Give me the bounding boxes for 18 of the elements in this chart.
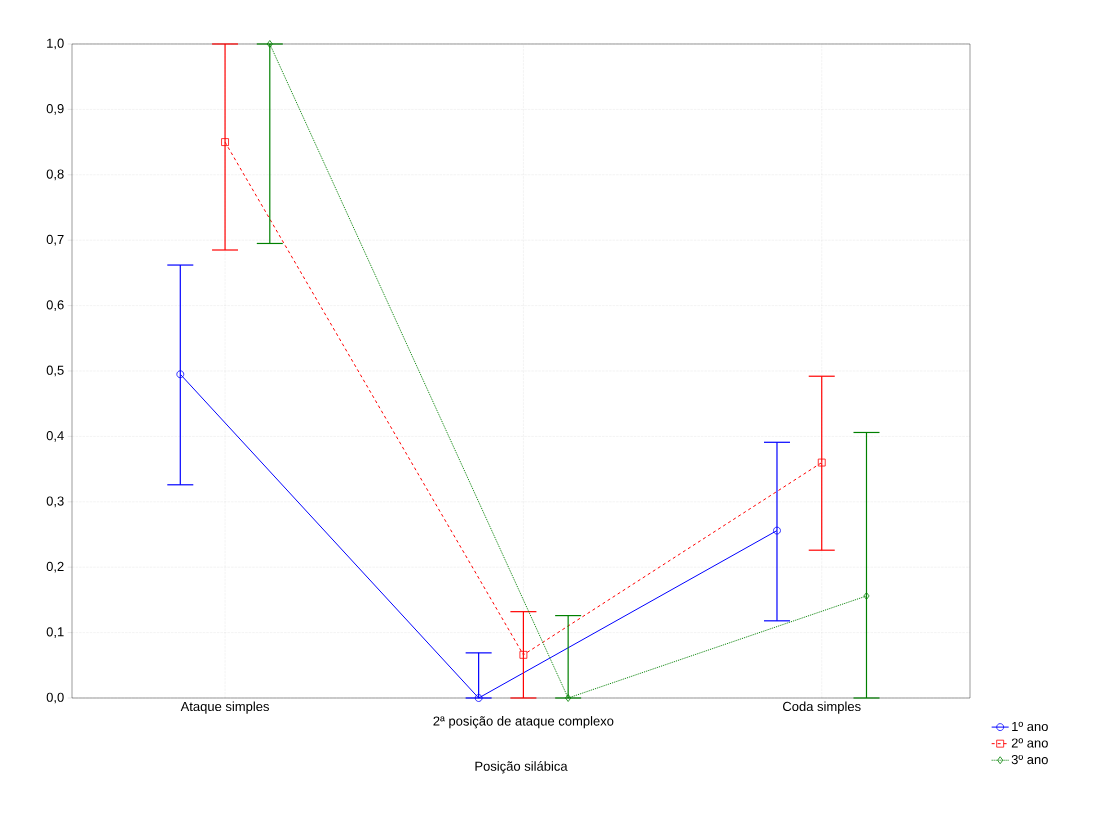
y-tick-label: 0,6 <box>46 300 64 311</box>
y-tick-label: 0,2 <box>46 561 64 573</box>
y-tick-label: 0,9 <box>46 104 64 115</box>
legend-label: 2º ano <box>1011 738 1048 748</box>
y-tick-label: 1,0 <box>47 38 64 50</box>
y-tick-label: 0,1 <box>46 627 64 638</box>
x-axis-title: Posição silábica <box>475 761 568 774</box>
y-tick-label: 0,5 <box>46 365 64 377</box>
legend-label: 1º ano <box>1012 721 1048 732</box>
y-tick-label: 0,7 <box>46 234 64 246</box>
x-tick-label: Coda simples <box>783 701 861 714</box>
x-tick-label: 2ª posição de ataque complexo <box>433 716 614 729</box>
y-tick-label: 0,3 <box>46 496 64 508</box>
legend-label: 3º ano <box>1011 754 1048 765</box>
y-tick-label: 0,4 <box>46 431 64 442</box>
x-tick-label: Ataque simples <box>180 701 269 714</box>
y-tick-label: 0,0 <box>46 692 64 704</box>
y-tick-label: 0,8 <box>46 169 64 181</box>
